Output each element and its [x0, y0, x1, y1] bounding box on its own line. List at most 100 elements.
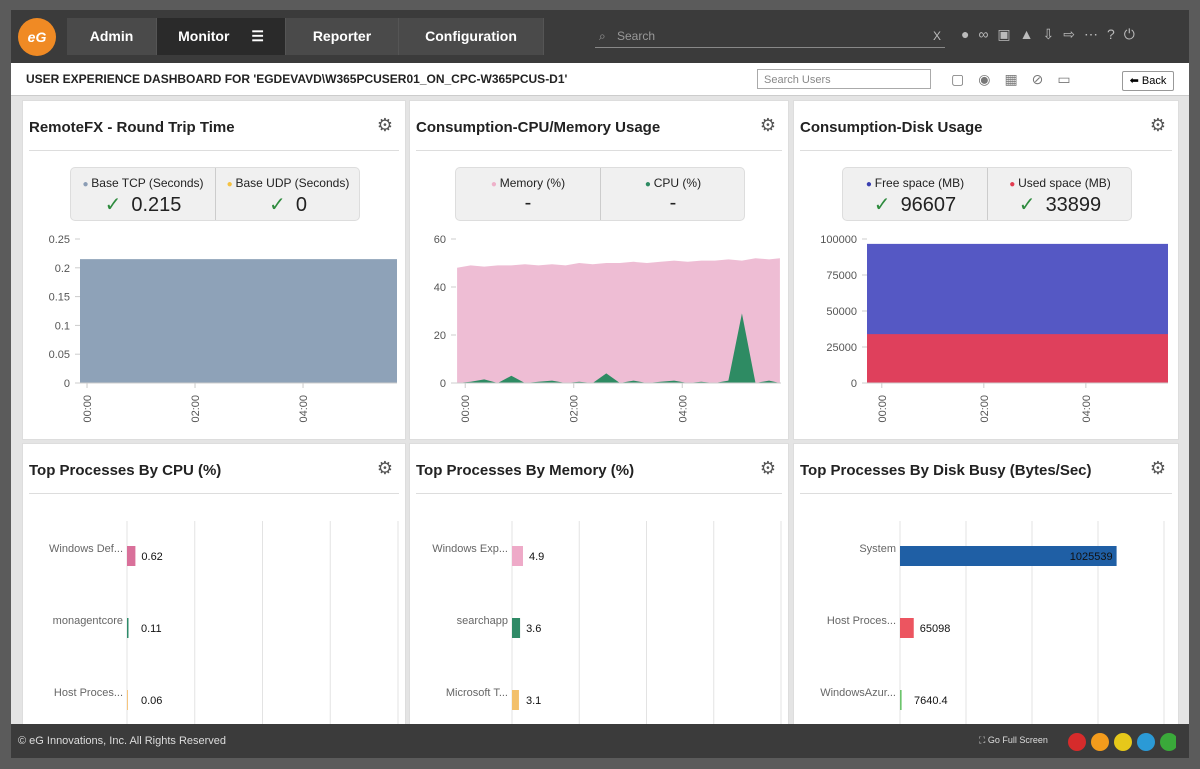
summary-box: ● Free space (MB) ✓ 96607 ● Used space (MB)… — [842, 167, 1132, 221]
legend-label: Base TCP (Seconds) — [91, 176, 204, 190]
y-tick-label: 100000 — [820, 234, 857, 246]
dashboard: RemoteFX - Round Trip Time ⚙ 0 0.05 0.1 0.15 0… — [11, 96, 1189, 735]
check-icon: ✓ — [1018, 194, 1036, 216]
value-text: 33899 — [1045, 194, 1102, 216]
bar — [900, 690, 902, 710]
x-tick-label: 00:00 — [82, 395, 94, 423]
panel: Top Processes By Memory (%) ⚙ Windows Exp.… — [409, 443, 789, 735]
panel: Consumption-Disk Usage ⚙ 0 25000 50000 75000 1… — [793, 100, 1179, 440]
chart: 0 25000 50000 75000 100000 00:00 02:00 04:00 — [820, 234, 1168, 423]
value-text: 0.215 — [131, 194, 182, 216]
y-tick-label: 0.2 — [55, 263, 70, 275]
area — [867, 334, 1168, 383]
summary-value: ✓ 0 — [216, 192, 360, 217]
status-icons[interactable] — [1066, 730, 1176, 754]
legend-label: Memory (%) — [499, 176, 566, 190]
y-tick-label: 0.05 — [49, 349, 70, 361]
panel: Top Processes By Disk Busy (Bytes/Sec) ⚙ S… — [793, 443, 1179, 735]
y-tick-label: 75000 — [826, 270, 857, 282]
nav-item[interactable]: Configuration — [399, 18, 544, 55]
summary-box: ● Memory (%) - ● CPU (%) - — [455, 167, 745, 221]
panel-title: Consumption-Disk Usage — [800, 119, 983, 136]
y-tick-label: 20 — [434, 330, 446, 342]
value-label: 4.9 — [529, 551, 544, 563]
y-tick-label: 50000 — [826, 306, 857, 318]
toolbar-icons[interactable]: ●∞▣▲⇩⇨⋯?⏻ — [961, 26, 1144, 42]
value-label: 0.11 — [141, 623, 162, 635]
clear-icon[interactable]: X — [932, 29, 941, 43]
divider — [416, 150, 782, 151]
legend-dot: ● — [82, 179, 92, 190]
panel: Top Processes By CPU (%) ⚙ Windows Def... 0… — [22, 443, 406, 735]
legend-dot: ● — [865, 179, 875, 190]
logo: eG — [18, 18, 56, 56]
copyright: © eG Innovations, Inc. All Rights Reserv… — [18, 735, 227, 747]
summary-item: ● Base UDP (Seconds) ✓ 0 — [215, 168, 360, 220]
settings-icon: ⚙ — [376, 458, 393, 478]
value-label: 0.62 — [141, 551, 162, 563]
header-icons[interactable]: ▢◉▦⊘▭ — [951, 71, 1085, 87]
value-label: 65098 — [920, 623, 951, 635]
bar — [900, 546, 1117, 566]
settings-icon: ⚙ — [1149, 458, 1166, 478]
y-tick-label: 0.15 — [49, 292, 70, 304]
value-label: 3.6 — [526, 623, 541, 635]
area — [457, 313, 780, 383]
area — [457, 258, 780, 383]
summary-item: ● Free space (MB) ✓ 96607 — [843, 168, 987, 220]
y-tick-label: 60 — [434, 234, 446, 246]
legend-label: CPU (%) — [653, 176, 702, 190]
y-tick-label: 25000 — [826, 342, 857, 354]
summary-item: ● CPU (%) - — [600, 168, 745, 220]
check-icon: ✓ — [104, 194, 122, 216]
panel: RemoteFX - Round Trip Time ⚙ 0 0.05 0.1 0.15 0… — [22, 100, 406, 440]
nav-item[interactable]: Reporter — [286, 18, 399, 55]
value-text: 0 — [295, 194, 307, 216]
fullscreen[interactable]: ⛶ Go Full Screen — [979, 735, 1048, 745]
area — [80, 259, 397, 383]
category-label: System — [859, 543, 896, 555]
y-tick-label: 0.25 — [49, 234, 70, 246]
bar — [900, 618, 914, 638]
search-placeholder: Search — [617, 29, 656, 43]
category-label: Host Proces... — [827, 615, 896, 627]
x-tick-label: 02:00 — [569, 395, 581, 423]
summary-item: ● Base TCP (Seconds) ✓ 0.215 — [71, 168, 215, 220]
back-button[interactable]: ⬅ Back — [1122, 71, 1174, 91]
search-box[interactable]: Search ⌕ X — [595, 24, 945, 48]
check-icon: ✓ — [269, 194, 286, 216]
search-users[interactable]: Search Users — [757, 69, 931, 89]
panel: Consumption-CPU/Memory Usage ⚙ 0 20 40 60 00:0… — [409, 100, 789, 440]
y-tick-label: 0 — [851, 378, 857, 390]
dashboard-header: USER EXPERIENCE DASHBOARD FOR 'EGDEVAVD\… — [11, 63, 1189, 96]
chart: 0 0.05 0.1 0.15 0.2 0.25 00:00 02:00 04:00 — [49, 234, 397, 423]
value-label: 7640.4 — [914, 695, 948, 707]
divider — [29, 150, 399, 151]
legend-dot: ● — [490, 179, 500, 190]
bar — [512, 546, 523, 566]
divider — [800, 150, 1172, 151]
back-label: Back — [1141, 75, 1167, 87]
summary-value: ✓ 33899 — [988, 192, 1132, 217]
nav-item[interactable]: Monitor ☰ — [157, 18, 286, 55]
panel-title: Top Processes By Disk Busy (Bytes/Sec) — [800, 462, 1092, 479]
nav-item[interactable]: Admin — [67, 18, 157, 55]
dashboard-title: USER EXPERIENCE DASHBOARD FOR 'EGDEVAVD\… — [26, 72, 568, 86]
value-label: 0.06 — [141, 695, 162, 707]
search-users-placeholder: Search Users — [764, 74, 831, 86]
svg-text:eG: eG — [28, 29, 47, 45]
summary-item: ● Memory (%) - — [456, 168, 600, 220]
summary-legend: ● Base TCP (Seconds) — [71, 176, 215, 190]
summary-value: - — [456, 192, 600, 215]
settings-icon: ⚙ — [759, 458, 776, 478]
bar — [127, 690, 128, 710]
category-label: monagentcore — [53, 615, 123, 627]
settings-icon: ⚙ — [1149, 115, 1166, 135]
value-text: - — [524, 192, 532, 214]
nav-label: Monitor — [178, 28, 230, 44]
summary-legend: ● Used space (MB) — [988, 176, 1132, 190]
summary-box: ● Base TCP (Seconds) ✓ 0.215 ● Base UDP (Se… — [70, 167, 360, 221]
bar — [512, 690, 519, 710]
bar — [127, 546, 136, 566]
